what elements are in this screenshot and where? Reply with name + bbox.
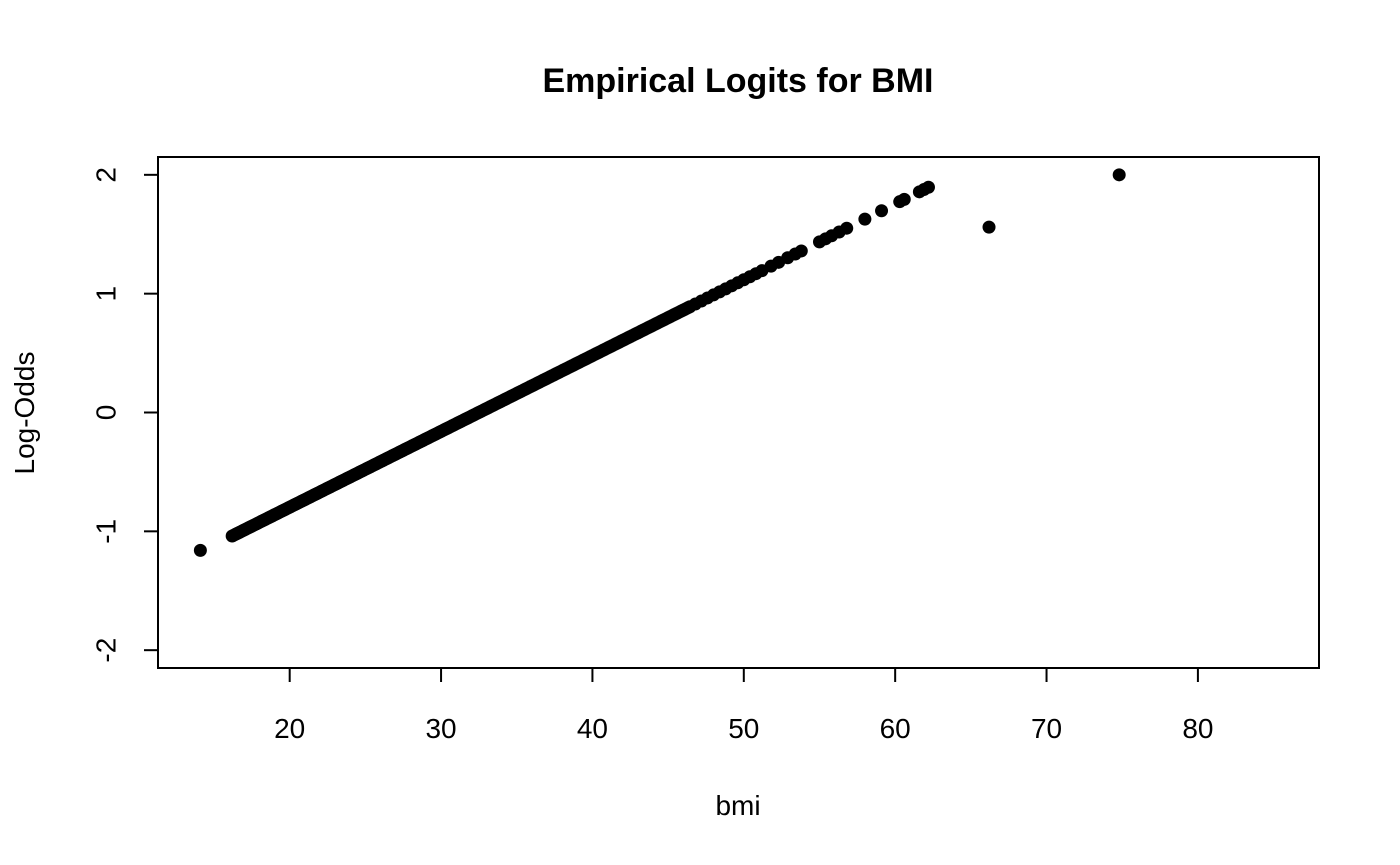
y-tick-label: -1: [90, 519, 121, 544]
x-axis-label: bmi: [715, 790, 760, 821]
data-point: [840, 221, 854, 235]
x-axis: 20 30 40 50 60 70 80: [274, 667, 1213, 744]
x-tick-label: 60: [880, 713, 911, 744]
x-tick-label: 40: [577, 713, 608, 744]
data-point: [982, 220, 996, 234]
x-tick-label: 70: [1031, 713, 1062, 744]
plot-frame: [157, 156, 1320, 669]
y-axis-label: Log-Odds: [9, 352, 40, 475]
y-tick-label: 2: [90, 167, 121, 183]
x-tick-label: 20: [274, 713, 305, 744]
x-tick-label: 30: [425, 713, 456, 744]
data-point: [858, 212, 872, 226]
y-tick-label: -2: [90, 638, 121, 663]
data-point: [921, 180, 935, 194]
data-point: [875, 204, 889, 218]
x-tick-label: 50: [728, 713, 759, 744]
data-point: [1112, 168, 1126, 182]
y-axis: -2 -1 0 1 2: [90, 167, 159, 663]
data-point: [193, 543, 207, 557]
chart-title: Empirical Logits for BMI: [542, 62, 933, 100]
y-tick-label: 0: [90, 405, 121, 421]
x-tick-label: 80: [1182, 713, 1213, 744]
data-point: [794, 244, 808, 258]
data-points: [193, 168, 1126, 557]
data-point: [897, 192, 911, 206]
y-tick-label: 1: [90, 286, 121, 302]
